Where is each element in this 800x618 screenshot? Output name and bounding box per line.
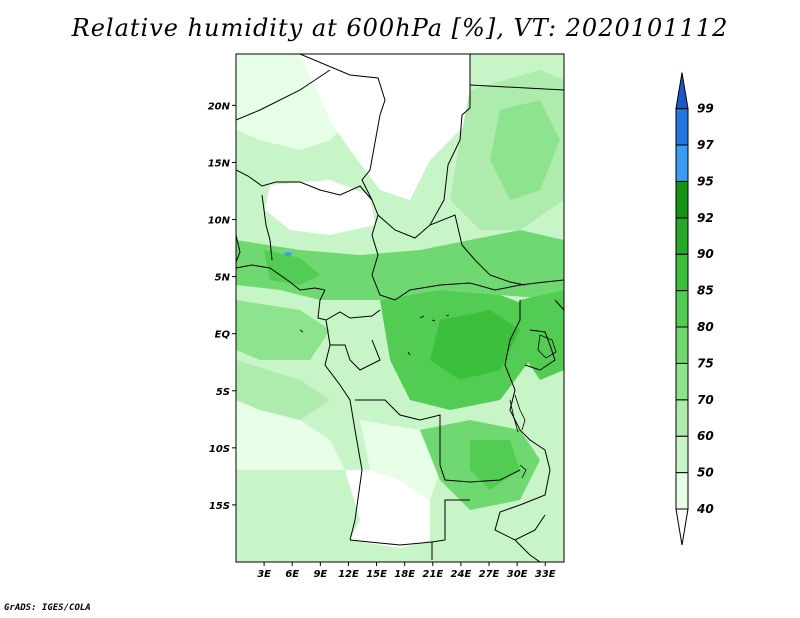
colorbar-box [675,435,689,474]
colorbar-low-triangle [675,508,689,546]
grads-credit: GrADS: IGES/COLA [4,603,91,613]
lon-label: 27E [479,569,500,580]
lat-label: 15S [209,501,230,512]
lat-label: 10N [208,216,231,227]
colorbar-label: 97 [697,138,714,152]
lon-label: 6E [285,569,299,580]
lon-label: 24E [451,569,472,580]
colorbar-box [675,108,689,146]
colorbar-label: 99 [697,102,714,116]
colorbar-label: 50 [697,466,714,480]
lon-label: 30E [507,569,528,580]
colorbar-box [675,399,689,437]
colorbar-box [675,144,689,182]
colorbar-box [675,290,689,328]
lat-label: 5N [215,273,231,284]
colorbar: 40 50 60 70 75 80 85 90 92 95 97 99 [675,72,714,546]
colorbar-box [675,326,689,364]
colorbar-box [675,217,689,255]
colorbar-box [675,253,689,292]
colorbar-label: 85 [697,284,714,298]
colorbar-box [675,180,689,219]
country-borders [236,54,564,562]
lon-label: 21E [422,569,443,580]
lon-label: 3E [257,569,271,580]
colorbar-box [675,362,689,401]
colorbar-high-triangle [675,72,689,110]
lat-label: 15N [208,158,231,169]
lon-label: 9E [313,569,327,580]
colorbar-label: 40 [696,502,714,516]
map-frame [235,53,565,563]
plot-title: Relative humidity at 600hPa [%], VT: 202… [71,14,729,42]
latitude-axis: 20N 15N 10N 5N EQ 5S 10S 15S [208,101,236,512]
lon-label: 18E [394,569,415,580]
lon-label: 12E [338,569,359,580]
lon-label: 33E [535,569,556,580]
colorbar-label: 95 [697,174,714,188]
colorbar-label: 70 [697,393,714,407]
lat-label: 5S [216,387,230,398]
longitude-axis: 3E 6E 9E 12E 15E 18E 21E 24E 27E 30E 33E [257,562,556,580]
humidity-field [236,54,564,562]
lon-label: 15E [366,569,387,580]
colorbar-label: 60 [697,429,714,443]
colorbar-label: 90 [697,247,714,261]
lat-label: 20N [208,101,231,112]
colorbar-box [675,472,689,510]
colorbar-label: 80 [697,320,714,334]
colorbar-label: 75 [697,356,714,370]
lat-label: 10S [209,444,230,455]
colorbar-label: 92 [697,211,714,225]
lat-label: EQ [215,330,231,341]
lakes [299,314,557,479]
